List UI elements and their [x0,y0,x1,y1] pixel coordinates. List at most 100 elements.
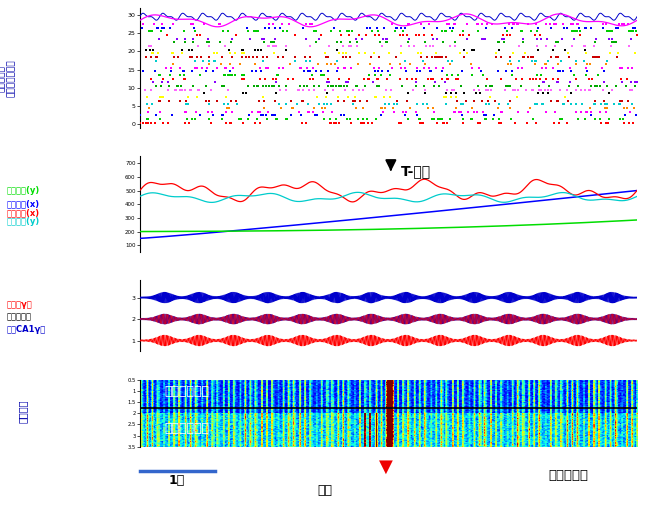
Point [179,108,190,116]
Point [601,20,611,28]
Point [185,53,195,61]
Point [345,115,356,123]
Point [425,75,436,83]
Point [287,75,298,83]
Point [334,49,345,57]
Point [350,96,361,105]
Point [189,24,200,32]
Point [326,119,337,127]
Point [547,64,558,72]
Point [510,119,521,127]
Point [447,27,457,35]
Point [270,96,280,105]
Point [534,86,545,94]
Point [332,64,343,72]
Point [437,53,447,61]
Point [462,20,473,28]
Point [379,24,389,32]
Point [483,86,493,94]
Point [293,86,304,94]
Point [487,20,497,28]
Point [448,24,458,32]
Point [518,53,528,61]
Point [416,53,426,61]
Point [582,60,592,68]
Point [344,42,354,50]
Point [610,24,621,32]
Point [506,24,517,32]
Point [181,96,192,105]
Point [614,64,625,72]
Point [225,60,235,68]
Point [617,78,627,86]
Point [592,53,602,61]
Point [216,60,227,68]
Point [485,82,495,90]
Point [450,20,460,28]
Point [526,53,537,61]
Point [420,86,430,94]
Point [181,100,192,109]
Point [288,104,298,112]
Point [401,108,411,116]
Point [331,82,341,90]
Point [447,57,457,65]
Point [518,53,528,61]
Text: 動物位置(x): 動物位置(x) [6,199,40,208]
Point [341,49,351,57]
Point [395,31,405,39]
Point [266,38,276,46]
Point [419,82,429,90]
Point [184,119,194,127]
Point [253,108,263,116]
Point [317,108,328,116]
Point [382,68,393,76]
Point [536,86,546,94]
Point [488,115,499,123]
Point [181,108,191,116]
Point [225,49,235,57]
Point [447,71,457,79]
Point [210,57,220,65]
Point [363,119,373,127]
Point [530,60,540,68]
Point [402,96,412,105]
Point [309,104,319,112]
Point [318,100,329,109]
Point [209,49,219,57]
Point [318,71,329,79]
Point [623,64,634,72]
Point [463,108,473,116]
Point [395,60,405,68]
Point [509,86,519,94]
Point [421,100,432,109]
Point [534,31,545,39]
Point [586,108,597,116]
Point [467,64,478,72]
Point [325,115,335,123]
Point [254,119,265,127]
Point [309,27,319,35]
Point [281,82,291,90]
Point [305,57,315,65]
Point [404,20,414,28]
Point [626,34,636,42]
Point [274,82,284,90]
Point [285,96,296,105]
Point [508,86,518,94]
Point [244,34,255,42]
Point [489,111,499,119]
Point [194,71,205,79]
Point [441,119,452,127]
Point [250,27,260,35]
Point [326,82,336,90]
Point [534,82,544,90]
Point [551,78,562,86]
Point [329,119,339,127]
Point [399,24,410,32]
Point [305,20,315,28]
Point [503,100,514,109]
Point [556,57,566,65]
Point [451,104,462,112]
Point [256,111,266,119]
